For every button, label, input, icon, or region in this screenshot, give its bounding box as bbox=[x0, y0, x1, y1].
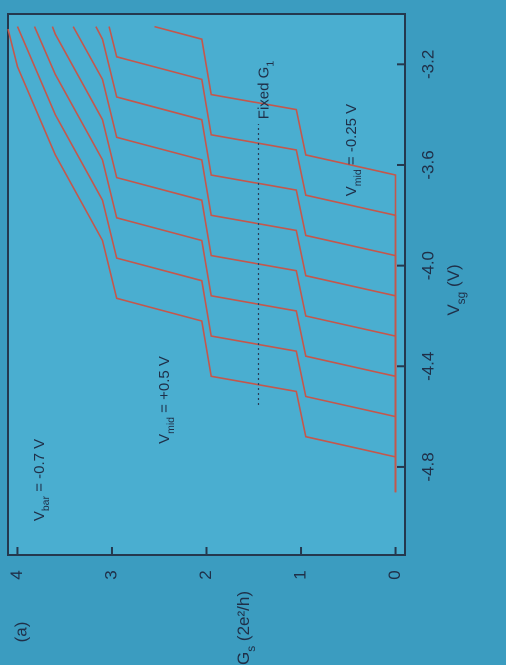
x-axis-title-rest: (V) bbox=[444, 264, 463, 291]
trace bbox=[154, 25, 397, 493]
annotation-rest: = -0.7 V bbox=[31, 439, 48, 496]
annotation-rest: = -0.25 V bbox=[343, 104, 360, 169]
y-axis-title-main: G bbox=[234, 652, 253, 665]
panel-label: (a) bbox=[11, 622, 30, 643]
trace bbox=[7, 28, 397, 493]
annotation-main: V bbox=[156, 434, 173, 444]
annotation-rest: = +0.5 V bbox=[156, 356, 173, 417]
x-tick-label: -4.8 bbox=[418, 452, 437, 481]
y-axis-title-rest: (2e²/h) bbox=[234, 591, 253, 646]
x-tick-label: -3.6 bbox=[418, 150, 437, 179]
y-axis-title-sub: s bbox=[244, 646, 258, 652]
trace bbox=[51, 26, 397, 493]
trace bbox=[16, 26, 397, 493]
annotation-main: V bbox=[343, 186, 360, 196]
reference-label-sub: 1 bbox=[264, 61, 276, 67]
annotation-main: V bbox=[31, 511, 48, 521]
y-tick-label: 1 bbox=[291, 570, 310, 579]
x-axis-title-main: V bbox=[444, 304, 463, 316]
x-tick-label: -4.0 bbox=[418, 251, 437, 280]
annotation: Vbar = -0.7 V bbox=[31, 439, 52, 521]
y-tick-label: 4 bbox=[7, 570, 26, 579]
x-axis-title: Vsg (V) bbox=[444, 264, 468, 315]
reference-label-main: Fixed G bbox=[255, 67, 272, 120]
annotation-sub: bar bbox=[40, 495, 52, 511]
y-tick-label: 0 bbox=[385, 570, 404, 579]
x-axis-title-sub: sg bbox=[454, 292, 468, 305]
x-tick-label: -4.4 bbox=[418, 352, 437, 381]
annotation: Vmid = +0.5 V bbox=[156, 356, 177, 444]
trace bbox=[108, 26, 397, 493]
annotation-sub: mid bbox=[352, 169, 364, 186]
y-tick-label: 3 bbox=[101, 570, 120, 579]
trace bbox=[33, 26, 397, 493]
annotation: Vmid = -0.25 V bbox=[343, 104, 364, 196]
trace bbox=[72, 26, 397, 493]
y-tick-label: 2 bbox=[196, 570, 215, 579]
reference-label: Fixed G1 bbox=[255, 61, 276, 120]
y-axis-title: Gs (2e²/h) bbox=[234, 591, 258, 665]
annotation-sub: mid bbox=[165, 417, 177, 434]
x-tick-label: -3.2 bbox=[418, 50, 437, 79]
trace bbox=[95, 26, 397, 493]
